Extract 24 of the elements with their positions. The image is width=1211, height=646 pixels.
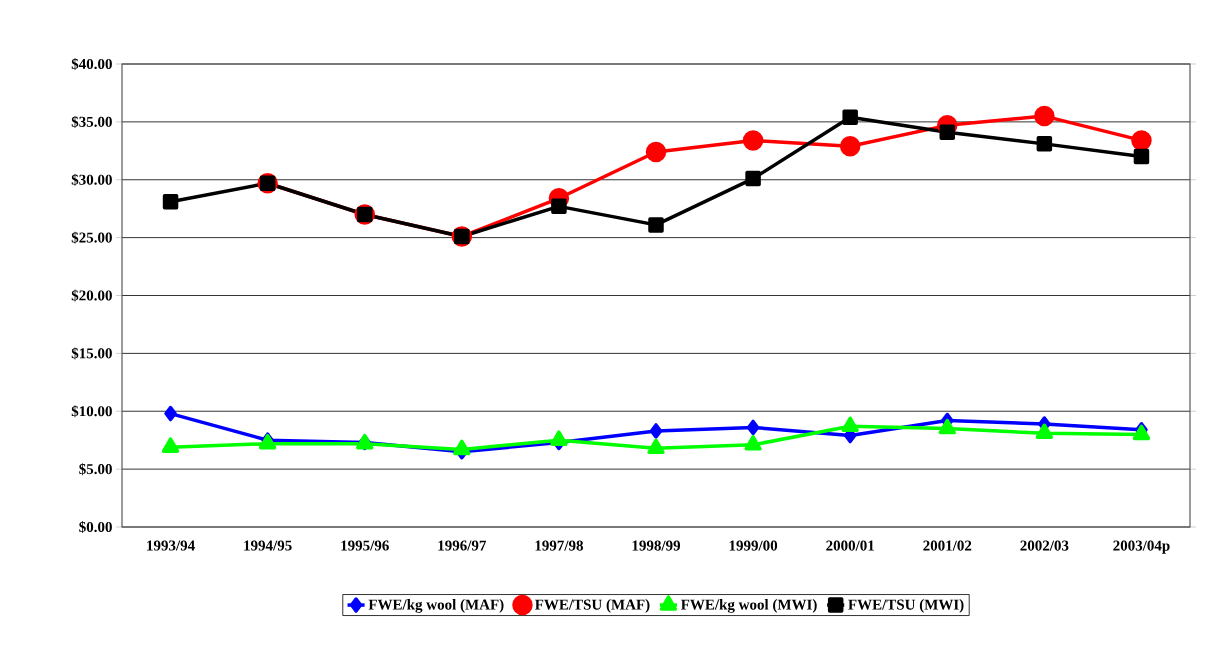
x-tick-label: 1997/98 bbox=[535, 540, 583, 551]
x-tick-label: 1999/00 bbox=[729, 540, 778, 551]
x-tick-label: 2000/01 bbox=[826, 540, 874, 551]
legend-label: FWE/kg wool (MAF) bbox=[368, 599, 504, 613]
x-tick-label: 2002/03 bbox=[1020, 540, 1069, 551]
y-tick-label: $20.00 bbox=[71, 289, 112, 302]
y-tick-label: $35.00 bbox=[71, 115, 112, 128]
y-tick-label: $10.00 bbox=[71, 405, 112, 418]
x-tick-label: 1993/94 bbox=[147, 540, 195, 551]
x-tick-label: 2001/02 bbox=[923, 540, 972, 551]
y-tick-label: $15.00 bbox=[71, 347, 112, 360]
x-tick-label: 1994/95 bbox=[244, 540, 292, 551]
y-tick-label: $30.00 bbox=[71, 173, 112, 186]
x-tick-label: 1998/99 bbox=[632, 540, 681, 551]
x-tick-label: 2003/04p bbox=[1113, 540, 1170, 554]
y-tick-label: $0.00 bbox=[79, 521, 112, 534]
legend-label: FWE/TSU (MWI) bbox=[848, 599, 964, 613]
y-tick-label: $40.00 bbox=[71, 58, 112, 71]
y-tick-label: $25.00 bbox=[71, 231, 112, 244]
x-tick-label: 1996/97 bbox=[438, 540, 487, 551]
legend-label: FWE/kg wool (MWI) bbox=[680, 599, 817, 613]
x-tick-label: 1995/96 bbox=[341, 540, 389, 551]
y-tick-label: $5.00 bbox=[79, 463, 112, 476]
legend-label: FWE/TSU (MAF) bbox=[535, 599, 650, 613]
